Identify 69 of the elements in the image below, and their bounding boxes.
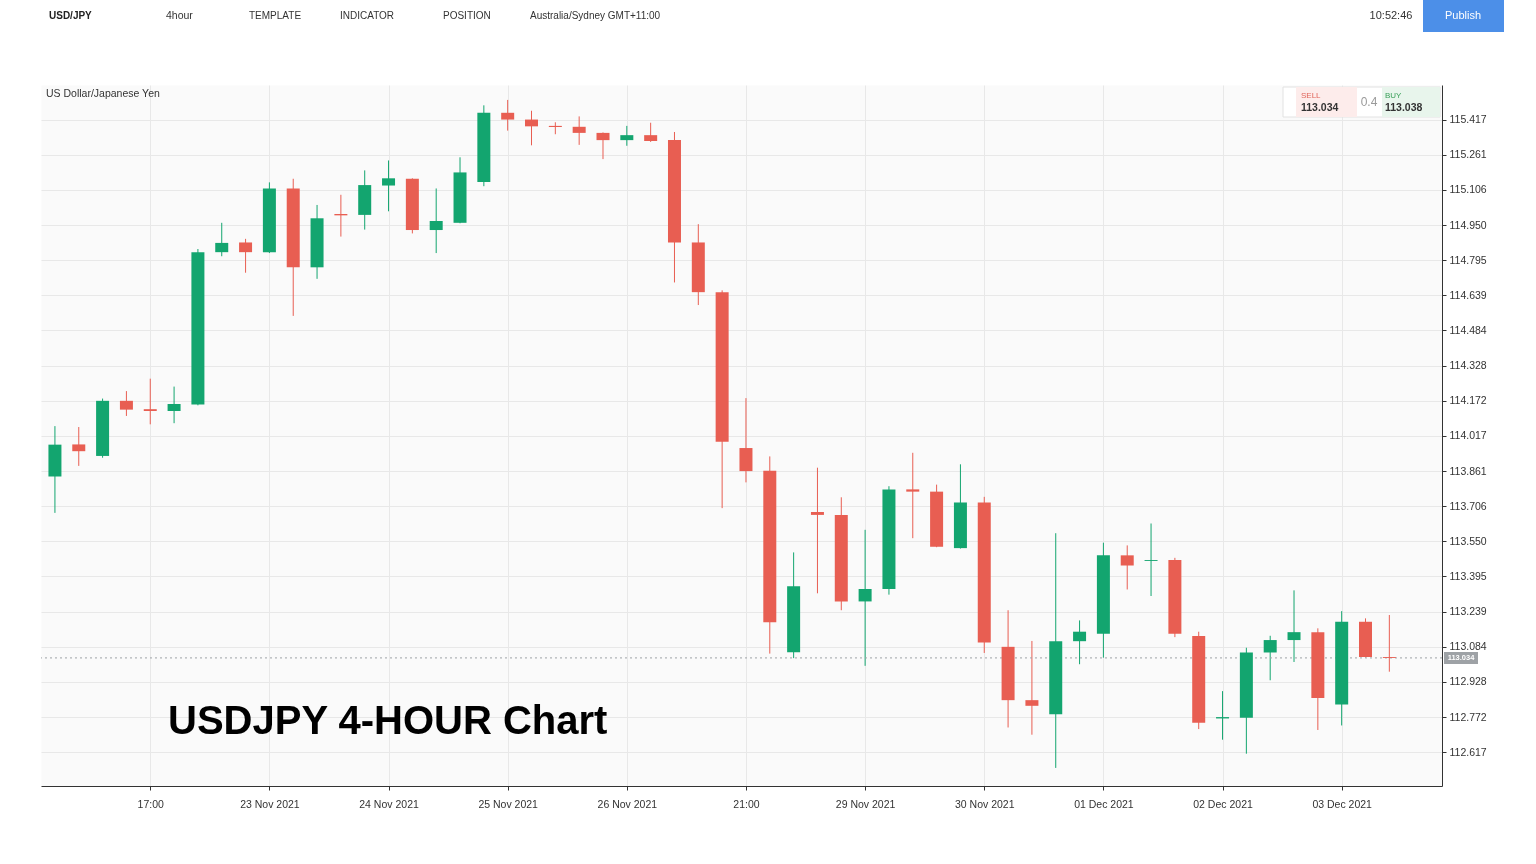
candlestick <box>1025 640 1039 736</box>
candlestick <box>620 125 634 147</box>
candlestick <box>1287 589 1301 663</box>
candlestick <box>119 390 133 417</box>
y-tick-label: 115.261 <box>1449 148 1487 161</box>
candlestick <box>739 397 753 483</box>
x-tick-label: 30 Nov 2021 <box>954 797 1015 810</box>
y-tick-label: 115.106 <box>1449 183 1487 196</box>
candlestick <box>167 386 181 424</box>
y-tick-label: 113.550 <box>1449 534 1487 547</box>
x-tick-label: 24 Nov 2021 <box>359 797 419 810</box>
text: TEMPLATE <box>249 10 302 21</box>
candlestick <box>239 238 253 274</box>
y-tick-label: 114.795 <box>1449 253 1487 266</box>
candlestick <box>644 122 658 143</box>
x-tick-label: 23 Nov 2021 <box>240 797 300 810</box>
y-tick-label: 112.928 <box>1449 675 1487 688</box>
candlestick <box>72 426 86 467</box>
candlestick <box>858 529 872 667</box>
y-tick-label: 114.950 <box>1449 218 1487 231</box>
y-tick-label: 112.772 <box>1449 710 1487 723</box>
candlestick <box>1073 619 1087 665</box>
candlestick <box>382 159 396 212</box>
y-tick-label: 113.861 <box>1449 464 1487 477</box>
text: INDICATOR <box>340 10 395 21</box>
y-tick-label: 113.084 <box>1449 640 1487 653</box>
text: Australia/Sydney GMT+11:00 <box>530 10 661 21</box>
text: POSITION <box>443 10 491 21</box>
candlestick <box>1144 522 1158 597</box>
candlestick <box>810 467 824 594</box>
y-tick-label: 112.617 <box>1449 745 1487 758</box>
candlestick <box>501 99 515 132</box>
chart-subtitle: US Dollar/Japanese Yen <box>46 87 160 99</box>
y-tick-label: 114.484 <box>1449 323 1487 336</box>
text: USD/JPY <box>49 10 93 21</box>
candlestick <box>596 131 610 160</box>
x-tick-label: 29 Nov 2021 <box>835 797 896 810</box>
y-tick-label: 114.328 <box>1449 359 1487 372</box>
candlestick <box>1263 635 1277 681</box>
y-tick-label: 113.706 <box>1449 499 1487 512</box>
x-tick-label: 17:00 <box>137 797 165 810</box>
candlestick <box>1120 544 1134 590</box>
candlestick <box>1382 614 1396 673</box>
candlestick <box>143 378 157 425</box>
y-tick-label: 114.172 <box>1449 394 1487 407</box>
annotation: 0.4 <box>1360 95 1378 109</box>
x-tick-label: 21:00 <box>733 797 760 810</box>
x-tick-label: 02 Dec 2021 <box>1193 797 1253 810</box>
annotation: 113.034 <box>1301 101 1339 113</box>
annotation: 113.038 <box>1385 101 1423 113</box>
annotation: BUY <box>1385 91 1403 100</box>
y-tick-label: 114.639 <box>1449 288 1487 301</box>
text: USDJPY 4-HOUR Chart <box>168 698 608 742</box>
candlestick <box>215 222 229 257</box>
x-tick-label: 25 Nov 2021 <box>478 797 539 810</box>
y-tick-label: 113.395 <box>1449 569 1487 582</box>
annotation: SELL <box>1301 91 1322 100</box>
y-tick-label: 113.239 <box>1449 605 1487 618</box>
text: Publish <box>1444 9 1482 21</box>
candlestick <box>572 115 586 146</box>
candlestick <box>429 187 443 254</box>
x-tick-label: 03 Dec 2021 <box>1312 797 1373 810</box>
text: 10:52:46 <box>1369 9 1413 21</box>
y-tick-label: 115.417 <box>1449 113 1487 126</box>
y-tick-label: 114.017 <box>1449 429 1487 442</box>
candlestick <box>906 452 920 539</box>
text: 4hour <box>166 9 194 21</box>
x-tick-label: 26 Nov 2021 <box>597 797 658 810</box>
x-tick-label: 01 Dec 2021 <box>1074 797 1134 810</box>
